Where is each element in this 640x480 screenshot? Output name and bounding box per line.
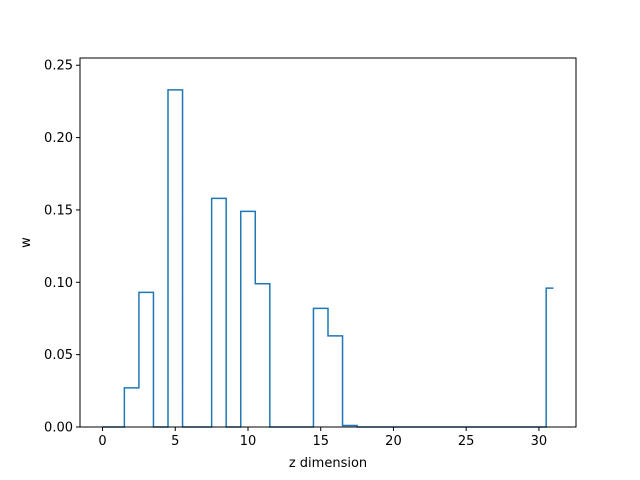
y-tick-label: 0.20 (44, 131, 73, 146)
x-axis: 0 5 10 15 20 25 30 (98, 427, 547, 449)
x-tick-label: 20 (385, 434, 402, 449)
y-tick-label: 0.25 (44, 59, 73, 74)
x-tick-label: 10 (240, 434, 257, 449)
y-tick-label: 0.15 (44, 203, 73, 218)
x-tick-label: 0 (98, 434, 106, 449)
x-tick-label: 15 (312, 434, 329, 449)
y-tick-label: 0.00 (44, 421, 73, 436)
x-tick-label: 25 (458, 434, 475, 449)
y-axis: 0.00 0.05 0.10 0.15 0.20 0.25 (44, 59, 80, 436)
x-tick-label: 5 (171, 434, 179, 449)
x-tick-label: 30 (531, 434, 548, 449)
y-axis-label: w (19, 237, 34, 248)
x-axis-label: z dimension (289, 456, 367, 471)
y-tick-label: 0.10 (44, 276, 73, 291)
y-tick-label: 0.05 (44, 348, 73, 363)
axes-frame (79, 57, 577, 428)
